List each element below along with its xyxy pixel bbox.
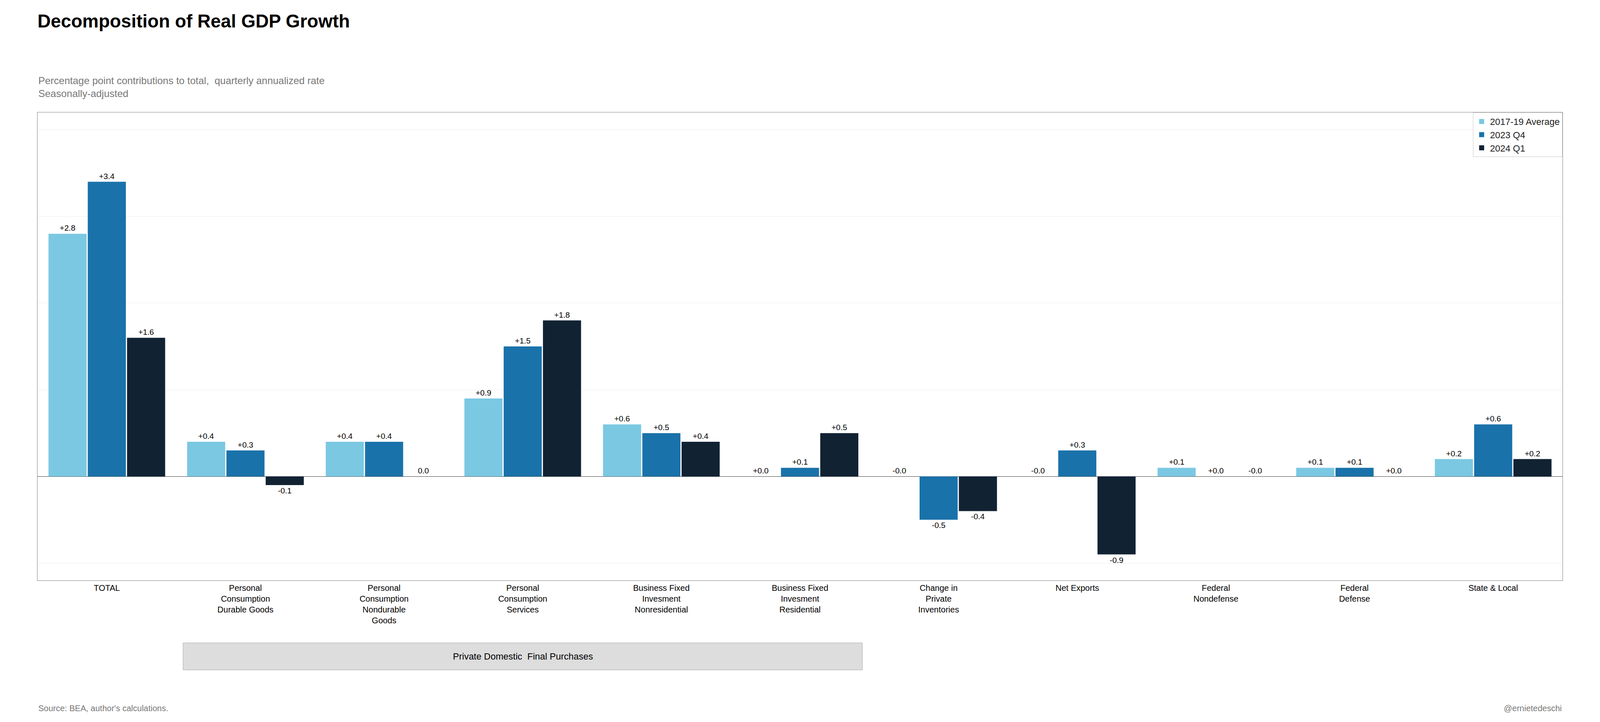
svg-text:+1.6: +1.6	[138, 327, 155, 337]
svg-text:+0.4: +0.4	[198, 432, 215, 441]
svg-text:+0.3: +0.3	[237, 440, 254, 450]
svg-text:+0.1: +0.1	[1307, 457, 1324, 467]
svg-text:-0.4: -0.4	[970, 512, 985, 522]
svg-text:-0.1: -0.1	[277, 486, 292, 496]
svg-text:+0.4: +0.4	[692, 432, 709, 441]
svg-text:+0.1: +0.1	[1346, 457, 1363, 467]
svg-text:Source: BEA, author's calculat: Source: BEA, author's calculations.	[38, 704, 169, 714]
svg-text:+0.6: +0.6	[1485, 414, 1502, 424]
svg-text:FederalNondefense: FederalNondefense	[1193, 583, 1239, 604]
svg-text:0.0: 0.0	[417, 466, 429, 476]
svg-text:Decomposition of Real GDP Grow: Decomposition of Real GDP Growth	[37, 10, 350, 32]
svg-text:+1.5: +1.5	[515, 336, 531, 346]
svg-text:State & Local: State & Local	[1468, 583, 1518, 593]
svg-text:+0.3: +0.3	[1069, 440, 1086, 450]
svg-text:Private Domestic Final Purcha: Private Domestic Final Purchases	[452, 651, 593, 663]
svg-text:2024 Q1: 2024 Q1	[1490, 143, 1525, 154]
svg-text:+0.0: +0.0	[1207, 466, 1224, 476]
svg-text:-0.0: -0.0	[1031, 466, 1045, 476]
svg-text:-0.0: -0.0	[1248, 466, 1263, 476]
svg-text:TOTAL: TOTAL	[93, 583, 120, 593]
svg-text:+0.9: +0.9	[475, 388, 492, 398]
svg-text:+0.4: +0.4	[337, 432, 353, 441]
svg-text:+0.1: +0.1	[1168, 457, 1185, 467]
svg-text:+3.4: +3.4	[98, 172, 115, 181]
svg-text:+0.2: +0.2	[1524, 449, 1541, 459]
svg-text:Business FixedInvesmentResiden: Business FixedInvesmentResidential	[771, 583, 829, 615]
svg-text:+0.4: +0.4	[376, 432, 393, 441]
svg-text:FederalDefense: FederalDefense	[1339, 583, 1371, 604]
svg-text:2017-19 Average: 2017-19 Average	[1490, 116, 1560, 128]
svg-text:+1.8: +1.8	[554, 310, 570, 320]
svg-text:+2.8: +2.8	[59, 223, 76, 233]
svg-text:PersonalConsumptionDurable Goo: PersonalConsumptionDurable Goods	[217, 583, 274, 615]
svg-text:+0.0: +0.0	[1385, 466, 1402, 476]
svg-text:+0.5: +0.5	[653, 423, 670, 433]
svg-text:-0.0: -0.0	[892, 466, 907, 476]
svg-text:Percentage point contributions: Percentage point contributions to total,…	[38, 75, 325, 100]
svg-text:+0.1: +0.1	[792, 457, 808, 467]
svg-text:Change inPrivateInventories: Change inPrivateInventories	[918, 583, 960, 615]
svg-text:2023 Q4: 2023 Q4	[1490, 130, 1525, 141]
svg-text:+0.0: +0.0	[752, 466, 769, 476]
svg-text:+0.6: +0.6	[614, 414, 630, 424]
svg-text:@ernietedeschi: @ernietedeschi	[1503, 704, 1562, 714]
svg-text:+0.5: +0.5	[831, 423, 848, 433]
svg-text:+0.2: +0.2	[1446, 449, 1463, 459]
svg-text:-0.5: -0.5	[931, 521, 946, 530]
svg-text:Business FixedInvesmentNonresi: Business FixedInvesmentNonresidential	[632, 583, 690, 615]
svg-text:PersonalConsumptionNondurableG: PersonalConsumptionNondurableGoods	[359, 583, 409, 626]
svg-text:-0.9: -0.9	[1109, 556, 1124, 565]
svg-text:PersonalConsumptionServices: PersonalConsumptionServices	[498, 583, 548, 615]
svg-text:Net Exports: Net Exports	[1055, 583, 1099, 593]
